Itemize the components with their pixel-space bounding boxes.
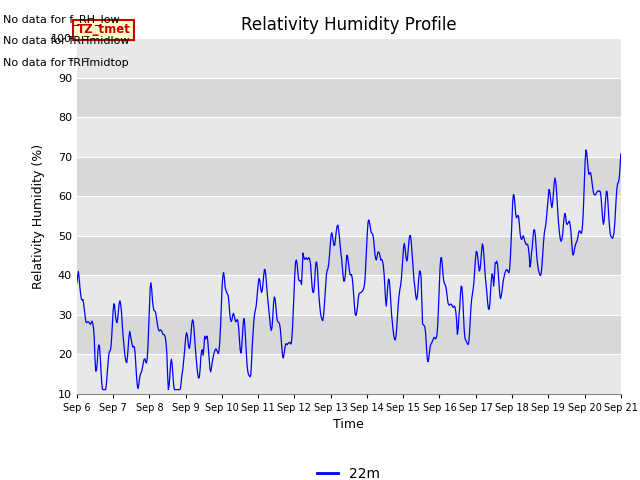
Y-axis label: Relativity Humidity (%): Relativity Humidity (%) xyxy=(33,144,45,288)
Bar xyxy=(77,275,621,315)
Bar xyxy=(77,78,621,117)
Text: No data for f_RH_low: No data for f_RH_low xyxy=(3,14,120,25)
X-axis label: Time: Time xyxy=(333,418,364,431)
Bar xyxy=(77,236,621,275)
Bar xyxy=(77,117,621,157)
Bar xyxy=(77,38,621,78)
Text: TZ_tmet: TZ_tmet xyxy=(77,24,131,36)
Text: No data for f̅RH̅midlow: No data for f̅RH̅midlow xyxy=(3,36,130,46)
Bar xyxy=(77,196,621,236)
Text: No data for f̅RH̅midtop: No data for f̅RH̅midtop xyxy=(3,58,129,68)
Bar xyxy=(77,354,621,394)
Legend: 22m: 22m xyxy=(312,461,386,480)
Title: Relativity Humidity Profile: Relativity Humidity Profile xyxy=(241,16,456,34)
Bar xyxy=(77,315,621,354)
Bar xyxy=(77,157,621,196)
